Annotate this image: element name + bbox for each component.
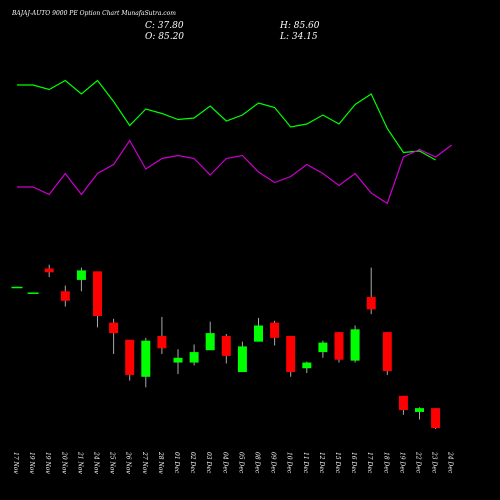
candle [189,344,199,366]
candle [270,320,280,346]
candle-body [44,268,54,273]
candle [125,339,135,381]
candle-body [60,291,70,301]
candle [382,332,392,375]
indicator-line-magenta [17,139,453,205]
x-tick-label: 18 Dec [382,452,389,474]
x-tick-label: 19 Dec [398,452,405,474]
x-tick-label: 17 Nov [12,452,19,474]
candle-body [109,322,119,334]
x-tick-label: 03 Dec [205,452,212,474]
x-tick-label: 20 Nov [60,451,67,474]
close-value: C: 37.80 [145,21,184,31]
x-tick-label: 12 Dec [318,452,325,474]
x-tick-label: 10 Dec [286,452,293,474]
candle [398,395,408,415]
x-tick-label: 19 Nov [28,452,35,474]
x-tick-label: 04 Dec [221,452,228,474]
candle [60,285,70,307]
open-value: O: 85.20 [145,32,184,42]
candle [431,408,441,430]
candle-body [270,322,280,338]
candle-body [93,271,102,316]
x-tick-label: 02 Dec [189,452,196,474]
candle [366,267,376,315]
candle [350,325,360,363]
candle [93,271,102,328]
x-tick-label: 08 Dec [254,452,261,474]
indicator-line-green [17,79,436,161]
candle [141,337,151,388]
x-tick-label: 22 Dec [415,451,422,474]
x-tick-label: 01 Dec [173,452,180,474]
candle [318,340,328,358]
candle-body [237,346,247,373]
x-tick-label: 09 Dec [270,452,277,474]
candle [302,361,312,373]
candle-body [382,332,392,372]
candlestick-panel [11,264,441,430]
candle [44,264,54,278]
candle [173,349,183,374]
x-tick-label: 24 Dec [447,451,454,474]
candle-body [157,335,167,349]
x-tick-label: 15 Dec [334,452,341,474]
candle [205,321,215,351]
candle-body [76,270,86,280]
x-tick-label: 26 Nov [125,451,132,474]
candle-body [125,339,135,375]
x-tick-label: 17 Dec [366,452,373,474]
x-tick-label: 11 Dec [302,452,309,474]
candle [286,335,296,377]
x-tick-label: 25 Nov [109,451,116,474]
candle [334,332,344,363]
x-tick-label: 23 Dec [431,451,438,474]
candle [221,334,231,364]
candle-body [254,325,263,342]
candle [237,341,247,373]
chart-title: BAJAJ-AUTO 9000 PE Option Chart MunafaSu… [11,10,176,17]
candle [76,267,86,292]
candle [157,316,167,354]
indicator-panel [17,79,453,205]
candle-body [189,352,199,363]
x-axis: 17 Nov 19 Nov 19 Nov 20 Nov 21 Nov 24 Nov 25 N… [12,451,454,474]
x-tick-label: 21 Nov [76,451,83,474]
low-value: L: 34.15 [279,32,318,42]
x-tick-label: 19 Nov [44,452,51,474]
candle [109,318,119,354]
candle-body [221,335,231,356]
candle-body [205,333,215,351]
candle [415,407,424,420]
x-tick-label: 05 Dec [237,452,244,474]
candle-body [398,395,408,411]
x-tick-label: 27 Nov [141,451,148,474]
x-tick-label: 28 Nov [157,451,164,474]
candle-body [318,342,328,353]
candle-body [286,335,296,373]
candle-body [415,408,424,412]
candle-body [431,408,441,429]
x-tick-label: 16 Dec [350,452,357,474]
candle [254,317,263,342]
candle-body [173,357,183,363]
x-tick-label: 24 Nov [93,451,100,474]
candle-body [350,329,360,361]
high-value: H: 85.60 [279,21,320,31]
candle-body [334,332,344,360]
candle-body [302,362,312,369]
candle-body [141,340,151,377]
candle-body [366,297,376,310]
